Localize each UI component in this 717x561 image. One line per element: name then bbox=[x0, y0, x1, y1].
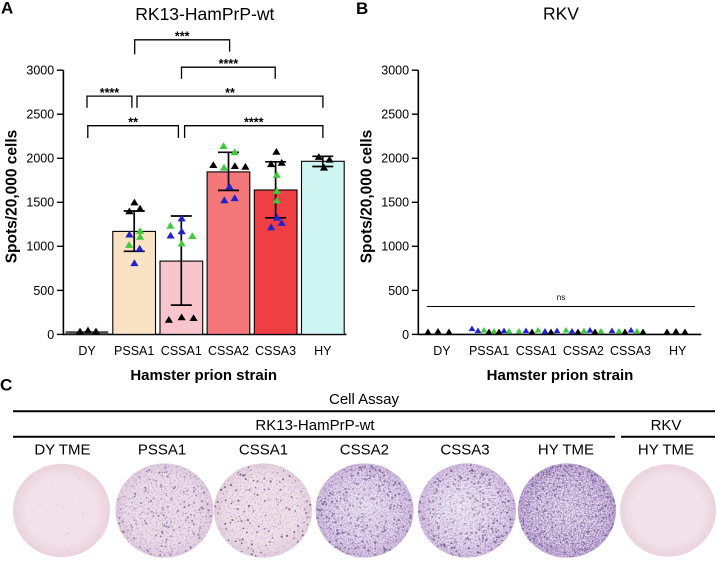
svg-text:B: B bbox=[356, 0, 368, 18]
svg-text:Hamster prion strain: Hamster prion strain bbox=[130, 367, 277, 384]
svg-text:CSSA3: CSSA3 bbox=[255, 344, 296, 358]
svg-text:HY TME: HY TME bbox=[538, 442, 594, 459]
svg-text:2000: 2000 bbox=[381, 152, 409, 166]
svg-text:PSSA1: PSSA1 bbox=[469, 344, 509, 358]
svg-text:CSSA3: CSSA3 bbox=[610, 344, 651, 358]
svg-text:****: **** bbox=[100, 86, 120, 100]
svg-text:DY: DY bbox=[78, 344, 96, 358]
svg-text:Cell Assay: Cell Assay bbox=[329, 391, 400, 408]
svg-text:RKV: RKV bbox=[651, 417, 682, 434]
svg-text:DY TME: DY TME bbox=[34, 442, 90, 459]
svg-text:CSSA1: CSSA1 bbox=[161, 344, 202, 358]
svg-text:Spots/20,000 cells: Spots/20,000 cells bbox=[4, 130, 21, 264]
svg-text:1500: 1500 bbox=[381, 196, 409, 210]
svg-text:2000: 2000 bbox=[26, 152, 54, 166]
svg-text:**: ** bbox=[225, 86, 235, 100]
svg-text:RK13-HamPrP-wt: RK13-HamPrP-wt bbox=[255, 417, 375, 434]
svg-text:CSSA1: CSSA1 bbox=[239, 442, 288, 459]
svg-text:3000: 3000 bbox=[381, 64, 409, 78]
svg-text:RK13-HamPrP-wt: RK13-HamPrP-wt bbox=[135, 4, 274, 24]
svg-text:HY: HY bbox=[314, 344, 332, 358]
svg-text:****: **** bbox=[219, 57, 239, 71]
svg-text:CSSA3: CSSA3 bbox=[440, 442, 489, 459]
svg-text:CSSA1: CSSA1 bbox=[516, 344, 557, 358]
svg-text:0: 0 bbox=[402, 328, 409, 342]
svg-text:HY TME: HY TME bbox=[638, 442, 694, 459]
svg-text:CSSA2: CSSA2 bbox=[340, 442, 389, 459]
svg-text:**: ** bbox=[128, 116, 138, 130]
svg-text:1000: 1000 bbox=[381, 240, 409, 254]
svg-text:ns: ns bbox=[557, 293, 565, 302]
svg-text:Spots/20,000 cells: Spots/20,000 cells bbox=[359, 130, 376, 264]
svg-text:1000: 1000 bbox=[26, 240, 54, 254]
svg-text:2500: 2500 bbox=[381, 108, 409, 122]
svg-text:CSSA2: CSSA2 bbox=[208, 344, 249, 358]
svg-text:CSSA2: CSSA2 bbox=[563, 344, 604, 358]
svg-text:3000: 3000 bbox=[26, 64, 54, 78]
svg-text:****: **** bbox=[244, 116, 264, 130]
svg-text:PSSA1: PSSA1 bbox=[114, 344, 154, 358]
svg-text:0: 0 bbox=[47, 328, 54, 342]
svg-text:2500: 2500 bbox=[26, 108, 54, 122]
svg-text:C: C bbox=[0, 376, 12, 395]
svg-text:RKV: RKV bbox=[543, 3, 579, 23]
svg-text:Hamster prion strain: Hamster prion strain bbox=[487, 367, 634, 384]
svg-text:A: A bbox=[1, 0, 13, 18]
svg-text:500: 500 bbox=[33, 284, 54, 298]
svg-text:PSSA1: PSSA1 bbox=[138, 442, 186, 459]
svg-text:DY: DY bbox=[433, 344, 451, 358]
svg-text:HY: HY bbox=[669, 344, 687, 358]
svg-text:***: *** bbox=[175, 30, 190, 44]
svg-text:1500: 1500 bbox=[26, 196, 54, 210]
svg-text:500: 500 bbox=[388, 284, 409, 298]
